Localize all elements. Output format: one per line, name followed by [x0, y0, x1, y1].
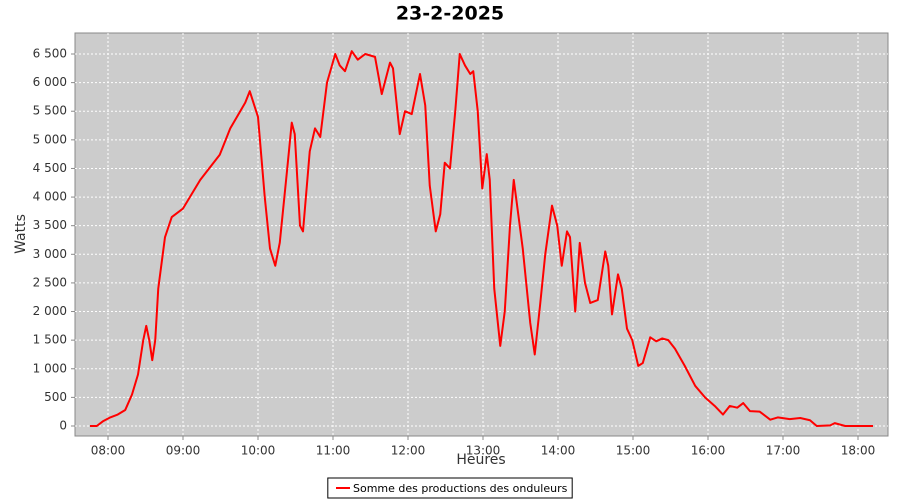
x-tick-label: 11:00 [316, 444, 351, 458]
y-tick-label: 5 500 [33, 104, 67, 118]
x-tick-label: 10:00 [241, 444, 276, 458]
y-tick-label: 1 000 [33, 361, 67, 375]
legend: Somme des productions des onduleurs [327, 477, 573, 499]
x-tick-label: 12:00 [391, 444, 426, 458]
x-tick-label: 15:00 [616, 444, 651, 458]
x-tick-label: 09:00 [166, 444, 201, 458]
y-tick-label: 5 000 [33, 132, 67, 146]
y-tick-label: 500 [44, 390, 67, 404]
x-tick-label: 14:00 [541, 444, 576, 458]
legend-box [327, 477, 573, 499]
y-tick-label: 4 500 [33, 161, 67, 175]
x-tick-label: 18:00 [841, 444, 876, 458]
x-axis-label: Heures [456, 452, 505, 468]
y-tick-label: 1 500 [33, 333, 67, 347]
plot-area [74, 32, 889, 437]
y-tick-label: 2 500 [33, 275, 67, 289]
y-tick-label: 3 500 [33, 218, 67, 232]
chart-title: 23-2-2025 [396, 3, 504, 25]
y-tick-label: 3 000 [33, 247, 67, 261]
series-line [90, 50, 873, 427]
y-tick-label: 6 500 [33, 47, 67, 61]
y-tick-label: 4 000 [33, 190, 67, 204]
x-tick-label: 17:00 [766, 444, 801, 458]
x-tick-label: 16:00 [691, 444, 726, 458]
y-tick-label: 2 000 [33, 304, 67, 318]
grid: 0 500 1 000 1 500 2 000 2 500 3 000 3 500 4 000 4… [33, 33, 888, 458]
y-tick-label: 6 000 [33, 75, 67, 89]
y-axis-label: Watts [13, 214, 29, 254]
y-tick-label: 0 [59, 418, 67, 432]
lines [90, 50, 873, 427]
x-tick-label: 08:00 [91, 444, 126, 458]
x-tick-label: 13:00 [466, 444, 501, 458]
legend-label: Somme des productions des onduleurs [353, 482, 568, 495]
